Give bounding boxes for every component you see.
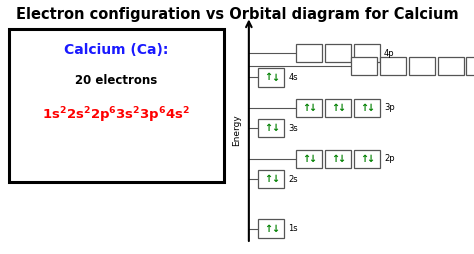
Text: ↓: ↓: [337, 154, 346, 164]
Text: 1s: 1s: [288, 224, 298, 233]
Text: 4p: 4p: [384, 49, 394, 58]
Text: 20 electrons: 20 electrons: [75, 74, 157, 87]
Bar: [296, 150, 322, 168]
Text: ↑: ↑: [302, 103, 310, 113]
Text: ↑: ↑: [331, 154, 339, 164]
Bar: [258, 219, 284, 238]
Text: Electron configuration vs Orbital diagram for Calcium: Electron configuration vs Orbital diagra…: [16, 7, 458, 22]
Text: ↑: ↑: [264, 224, 272, 234]
Bar: [380, 57, 406, 75]
Text: ↑: ↑: [360, 154, 368, 164]
Bar: [296, 99, 322, 117]
Text: ↓: ↓: [366, 154, 374, 164]
Bar: [258, 68, 284, 87]
Bar: [438, 57, 464, 75]
Text: Calcium (Ca):: Calcium (Ca):: [64, 43, 169, 57]
Text: ↑: ↑: [264, 72, 272, 83]
Bar: [296, 44, 322, 62]
Text: 4s: 4s: [288, 73, 298, 82]
Text: ↑: ↑: [331, 103, 339, 113]
Text: ↑: ↑: [264, 174, 272, 184]
Bar: [9, 29, 224, 182]
Text: 2p: 2p: [384, 154, 394, 163]
Text: 3s: 3s: [288, 124, 298, 133]
Text: ↓: ↓: [337, 103, 346, 113]
Text: ↓: ↓: [366, 103, 374, 113]
Bar: [258, 170, 284, 188]
Text: ↓: ↓: [271, 174, 279, 184]
Bar: [325, 44, 351, 62]
Bar: [409, 57, 435, 75]
Bar: [325, 99, 351, 117]
Bar: [354, 150, 380, 168]
Text: ↓: ↓: [309, 103, 317, 113]
Text: ↓: ↓: [271, 72, 279, 83]
Bar: [351, 57, 377, 75]
Bar: [354, 99, 380, 117]
Text: $\mathbf{1s^{2}2s^{2}2p^{6}3s^{2}3p^{6}4s^{2}}$: $\mathbf{1s^{2}2s^{2}2p^{6}3s^{2}3p^{6}4…: [42, 105, 191, 125]
Text: 3p: 3p: [384, 103, 395, 113]
Text: ↑: ↑: [264, 123, 272, 133]
Bar: [325, 150, 351, 168]
Bar: [466, 57, 474, 75]
Bar: [258, 119, 284, 137]
Bar: [354, 44, 380, 62]
Text: ↓: ↓: [271, 123, 279, 133]
Text: Energy: Energy: [233, 114, 241, 146]
Text: ↓: ↓: [309, 154, 317, 164]
Text: ↓: ↓: [271, 224, 279, 234]
Text: 2s: 2s: [288, 174, 298, 184]
Text: ↑: ↑: [302, 154, 310, 164]
Text: ↑: ↑: [360, 103, 368, 113]
